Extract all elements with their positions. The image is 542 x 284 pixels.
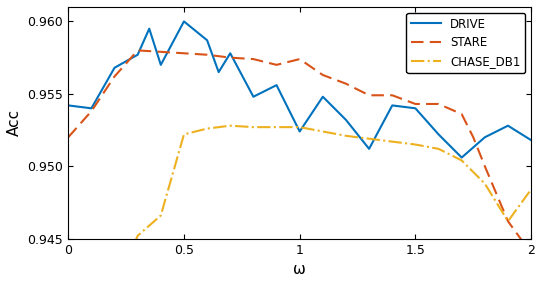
- Line: CHASE_DB1: CHASE_DB1: [68, 126, 531, 284]
- STARE: [204, 53, 210, 57]
- STARE: [88, 110, 95, 113]
- DRIVE: [134, 53, 141, 57]
- Y-axis label: Acc: Acc: [7, 109, 22, 136]
- STARE: [470, 135, 476, 139]
- STARE: [343, 82, 349, 85]
- DRIVE: [505, 124, 511, 128]
- CHASE_DB1: [482, 182, 488, 185]
- STARE: [482, 164, 488, 168]
- CHASE_DB1: [204, 127, 210, 130]
- DRIVE: [158, 63, 164, 66]
- DRIVE: [528, 139, 534, 142]
- STARE: [505, 220, 511, 223]
- STARE: [227, 56, 234, 59]
- Line: STARE: STARE: [68, 50, 531, 253]
- DRIVE: [296, 130, 303, 133]
- DRIVE: [180, 20, 187, 23]
- CHASE_DB1: [389, 140, 396, 143]
- CHASE_DB1: [505, 220, 511, 223]
- DRIVE: [88, 106, 95, 110]
- STARE: [528, 251, 534, 255]
- DRIVE: [227, 52, 234, 55]
- STARE: [134, 49, 141, 52]
- CHASE_DB1: [180, 133, 187, 136]
- Legend: DRIVE, STARE, CHASE_DB1: DRIVE, STARE, CHASE_DB1: [406, 13, 525, 73]
- CHASE_DB1: [412, 143, 418, 146]
- CHASE_DB1: [296, 126, 303, 129]
- CHASE_DB1: [250, 126, 257, 129]
- STARE: [435, 102, 442, 106]
- DRIVE: [366, 147, 372, 151]
- STARE: [366, 93, 372, 97]
- CHASE_DB1: [459, 159, 465, 162]
- CHASE_DB1: [273, 126, 280, 129]
- CHASE_DB1: [528, 188, 534, 191]
- STARE: [389, 93, 396, 97]
- STARE: [320, 73, 326, 77]
- STARE: [111, 75, 118, 78]
- STARE: [296, 57, 303, 61]
- DRIVE: [146, 27, 152, 30]
- DRIVE: [273, 83, 280, 87]
- DRIVE: [215, 70, 222, 74]
- DRIVE: [204, 39, 210, 42]
- DRIVE: [389, 104, 396, 107]
- CHASE_DB1: [366, 137, 372, 140]
- DRIVE: [65, 104, 72, 107]
- STARE: [158, 50, 164, 54]
- STARE: [250, 57, 257, 61]
- STARE: [180, 52, 187, 55]
- CHASE_DB1: [158, 214, 164, 217]
- DRIVE: [435, 133, 442, 136]
- STARE: [65, 135, 72, 139]
- DRIVE: [320, 95, 326, 99]
- DRIVE: [459, 156, 465, 159]
- DRIVE: [250, 95, 257, 99]
- CHASE_DB1: [435, 147, 442, 151]
- CHASE_DB1: [343, 134, 349, 137]
- X-axis label: ω: ω: [293, 262, 306, 277]
- STARE: [273, 63, 280, 66]
- CHASE_DB1: [134, 234, 141, 237]
- STARE: [459, 112, 465, 116]
- DRIVE: [343, 118, 349, 122]
- CHASE_DB1: [320, 130, 326, 133]
- DRIVE: [111, 66, 118, 70]
- DRIVE: [412, 106, 418, 110]
- Line: DRIVE: DRIVE: [68, 21, 531, 158]
- STARE: [412, 102, 418, 106]
- CHASE_DB1: [227, 124, 234, 128]
- DRIVE: [482, 135, 488, 139]
